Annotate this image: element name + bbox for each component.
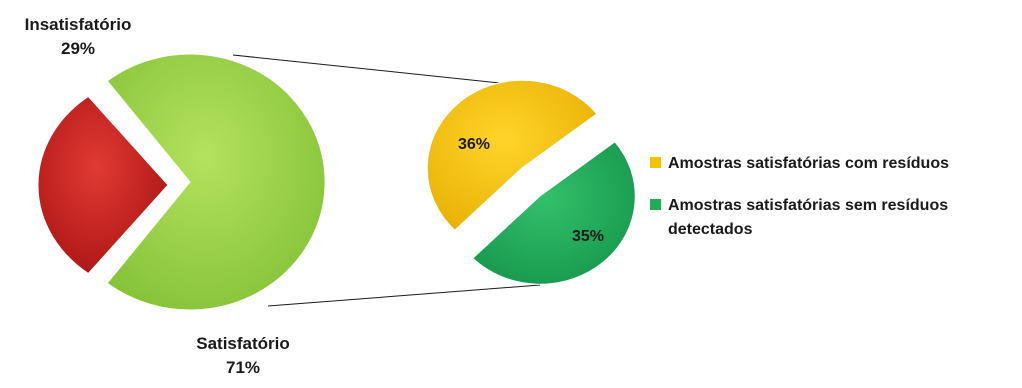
slice-value-insatisfatorio: 29% — [61, 39, 95, 58]
legend-label-com-residuos: Amostras satisfatórias com resíduos — [668, 155, 949, 172]
connector-lines — [232, 54, 541, 307]
pie-slice-insatisfatorio — [37, 95, 169, 275]
slice-value-sem-residuos: 35% — [572, 228, 604, 245]
pie-slice-com-residuos — [426, 79, 598, 231]
legend-swatch-sem-residuos — [650, 199, 661, 210]
connector-line-bottom — [267, 284, 541, 307]
legend-swatch-com-residuos — [650, 157, 661, 168]
slice-value-com-residuos: 36% — [458, 136, 490, 153]
slice-label-satisfatorio: Satisfatório — [196, 334, 290, 353]
secondary-pie — [426, 79, 636, 285]
legend-label-sem-residuos-line1: Amostras satisfatórias sem resíduos — [668, 197, 948, 214]
slice-label-insatisfatorio: Insatisfatório — [25, 15, 132, 34]
slice-value-satisfatorio: 71% — [226, 358, 260, 377]
legend: Amostras satisfatórias com resíduos Amos… — [650, 155, 949, 238]
main-pie — [37, 53, 326, 311]
pie-slice-sem-residuos — [472, 141, 636, 285]
legend-label-sem-residuos-line2: detectados — [668, 221, 753, 238]
pie-slice-satisfatorio — [106, 53, 326, 311]
connector-line-top — [232, 54, 529, 87]
